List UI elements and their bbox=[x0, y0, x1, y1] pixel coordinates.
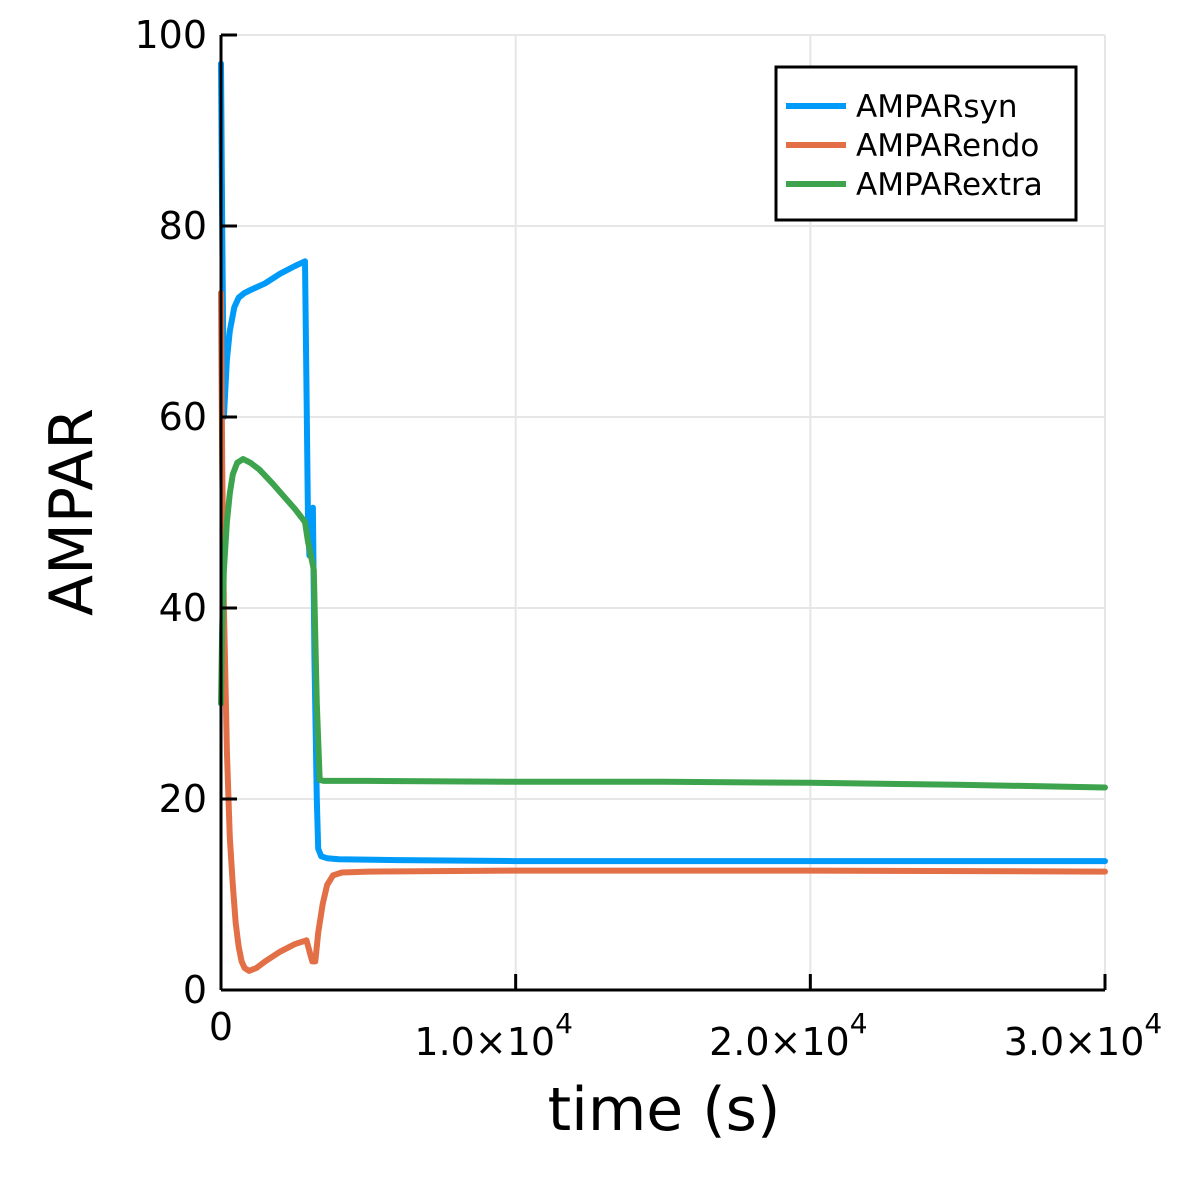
tick-labels: 0 20 40 60 80 100 0 1.0×104 2.0×104 3.0×104 bbox=[134, 13, 1162, 1064]
x-tick-label-2: 2.0×104 bbox=[709, 1007, 867, 1064]
x-tick-label-1: 1.0×104 bbox=[414, 1007, 572, 1064]
y-tick-label-4: 80 bbox=[159, 204, 207, 248]
y-tick-label-5: 100 bbox=[134, 13, 207, 57]
series-layer bbox=[218, 60, 1108, 974]
axes bbox=[219, 33, 1107, 992]
legend-label-amparextra: AMPARextra bbox=[856, 167, 1043, 203]
y-tick-label-1: 20 bbox=[159, 777, 207, 821]
series-line-amparextra bbox=[218, 456, 1108, 791]
x-axis-title: time (s) bbox=[548, 1075, 781, 1145]
legend-label-amparsyn: AMPARsyn bbox=[856, 89, 1018, 125]
y-tick-label-2: 40 bbox=[159, 586, 207, 630]
y-axis-title: AMPAR bbox=[37, 408, 107, 616]
x-tick-label-3: 3.0×104 bbox=[1004, 1007, 1162, 1064]
legend-label-amparendo: AMPARendo bbox=[856, 128, 1039, 164]
y-tick-label-3: 60 bbox=[159, 395, 207, 439]
x-tick-label-0: 0 bbox=[209, 1005, 233, 1049]
series-line-amparendo bbox=[218, 289, 1108, 974]
y-tick-label-0: 0 bbox=[183, 968, 207, 1012]
series-line-amparsyn bbox=[218, 60, 1108, 865]
